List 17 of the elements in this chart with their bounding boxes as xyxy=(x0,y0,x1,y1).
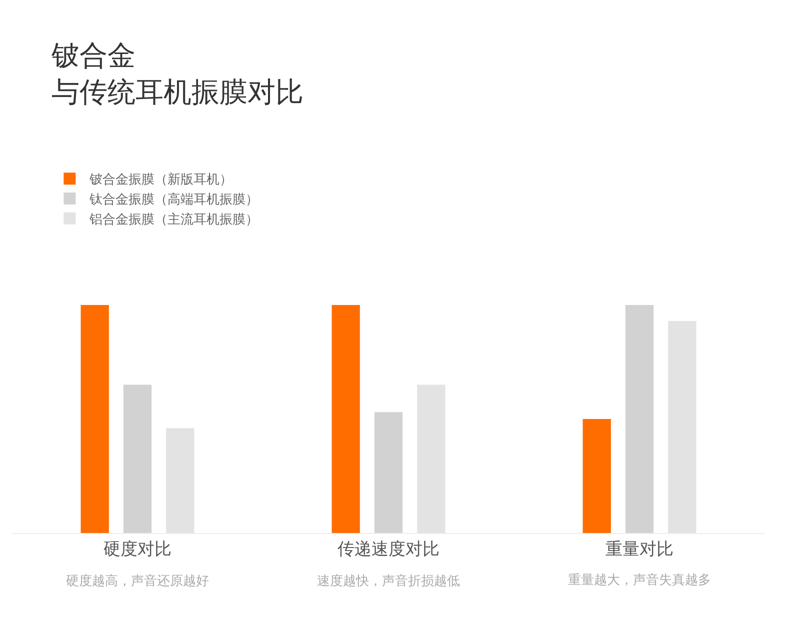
bar xyxy=(332,305,360,533)
chart-subtitle: 与传统耳机振膜对比 xyxy=(51,76,304,109)
bar xyxy=(374,412,403,533)
text: 速度越快，声音折损越低 xyxy=(317,573,460,589)
bar xyxy=(80,305,109,533)
bar xyxy=(123,384,152,533)
legend-label: 铝合金振膜（主流耳机振膜） xyxy=(88,211,259,228)
chart-title: 铍合金 xyxy=(50,39,136,72)
bar xyxy=(582,419,611,533)
legend-label: 钛合金振膜（高端耳机振膜） xyxy=(88,192,259,208)
text: 硬度越高，声音还原越好 xyxy=(66,573,209,589)
x-tick-label: 重量对比 xyxy=(606,539,674,560)
text: 重量越大，声音失真越多 xyxy=(568,573,711,588)
x-tick-label: 传递速度对比 xyxy=(338,539,440,560)
bar xyxy=(625,305,654,533)
x-tick-label: 硬度对比 xyxy=(104,539,172,560)
legend-label: 铍合金振膜（新版耳机） xyxy=(88,172,233,188)
